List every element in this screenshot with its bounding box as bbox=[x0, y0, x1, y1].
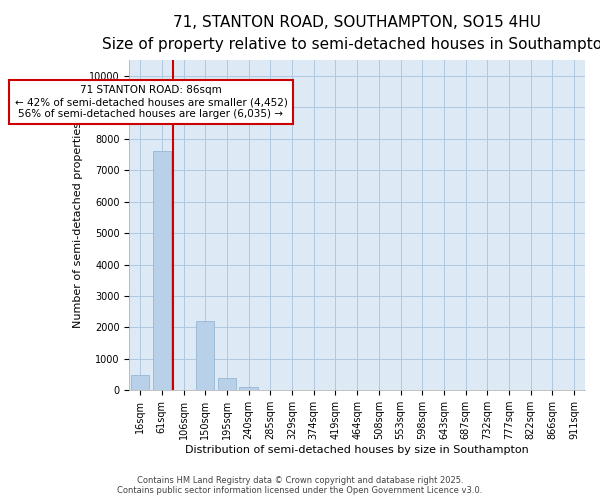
Text: 71 STANTON ROAD: 86sqm
← 42% of semi-detached houses are smaller (4,452)
56% of : 71 STANTON ROAD: 86sqm ← 42% of semi-det… bbox=[14, 86, 287, 118]
Title: 71, STANTON ROAD, SOUTHAMPTON, SO15 4HU
Size of property relative to semi-detach: 71, STANTON ROAD, SOUTHAMPTON, SO15 4HU … bbox=[102, 15, 600, 52]
Bar bbox=[218, 378, 236, 390]
Bar bbox=[196, 321, 214, 390]
Bar bbox=[131, 374, 149, 390]
X-axis label: Distribution of semi-detached houses by size in Southampton: Distribution of semi-detached houses by … bbox=[185, 445, 529, 455]
Text: Contains HM Land Registry data © Crown copyright and database right 2025.
Contai: Contains HM Land Registry data © Crown c… bbox=[118, 476, 482, 495]
Bar bbox=[152, 152, 171, 390]
Y-axis label: Number of semi-detached properties: Number of semi-detached properties bbox=[73, 122, 83, 328]
Bar bbox=[239, 387, 258, 390]
